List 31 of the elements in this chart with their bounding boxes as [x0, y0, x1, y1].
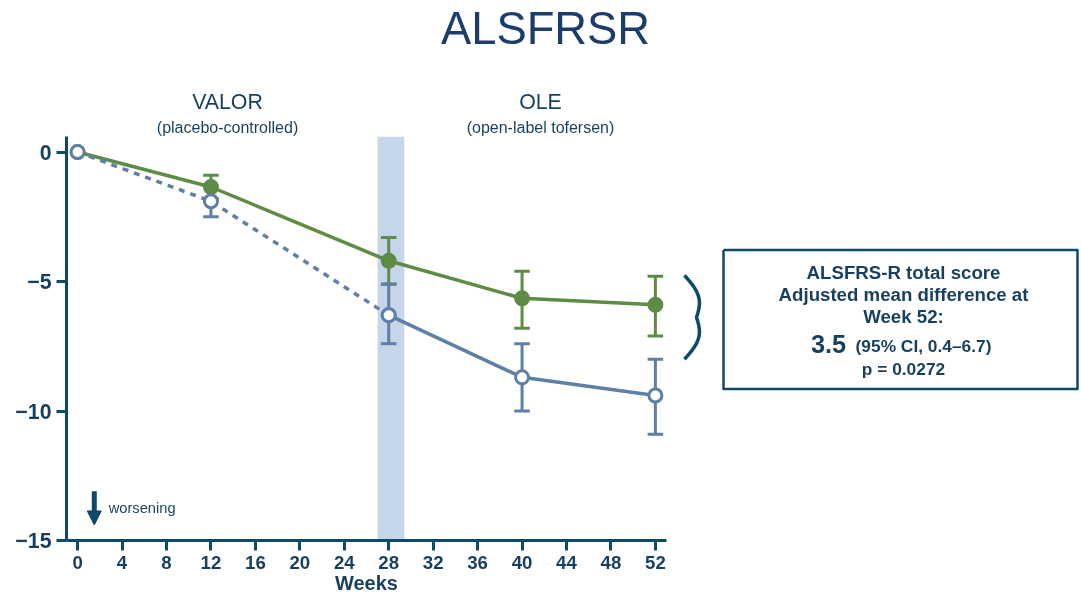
x-tick-label: 8	[161, 551, 172, 573]
x-tick-label: 32	[422, 551, 444, 573]
x-tick-label: 12	[200, 551, 222, 573]
text: 3.5	[810, 330, 847, 359]
x-tick-label: 4	[116, 551, 128, 573]
x-axis-title: Weeks	[335, 571, 399, 594]
x-tick-label: 48	[600, 551, 622, 573]
y-tick-label: −10	[15, 399, 52, 424]
text: (open-label tofersen)	[466, 119, 615, 136]
y-tick-label: −5	[27, 270, 52, 295]
x-tick-label: 28	[378, 551, 400, 573]
x-tick-label: 36	[467, 551, 488, 573]
text: VALOR	[192, 89, 263, 114]
text: Week 52:	[863, 305, 944, 327]
text: Adjusted mean difference at	[778, 283, 1029, 305]
y-tick-label: −15	[15, 529, 52, 553]
x-tick-label: 52	[645, 551, 666, 573]
x-tick-label: 44	[556, 551, 578, 573]
text: p = 0.0272	[861, 359, 946, 380]
text: OLE	[519, 89, 562, 114]
x-tick-label: 16	[245, 551, 266, 573]
x-tick-label: 24	[333, 551, 356, 573]
text: ALSFRS-R total score	[806, 261, 1001, 283]
x-tick-label: 40	[511, 551, 533, 573]
text: (placebo-controlled)	[156, 119, 299, 136]
x-tick-label: 20	[289, 551, 311, 573]
x-tick-label: 0	[72, 551, 83, 573]
chart-title: ALSFRSR	[440, 3, 651, 54]
y-tick-label: 0	[39, 140, 52, 165]
text: (95% CI, 0.4–6.7)	[855, 335, 992, 356]
annotation: worsening	[107, 500, 176, 517]
